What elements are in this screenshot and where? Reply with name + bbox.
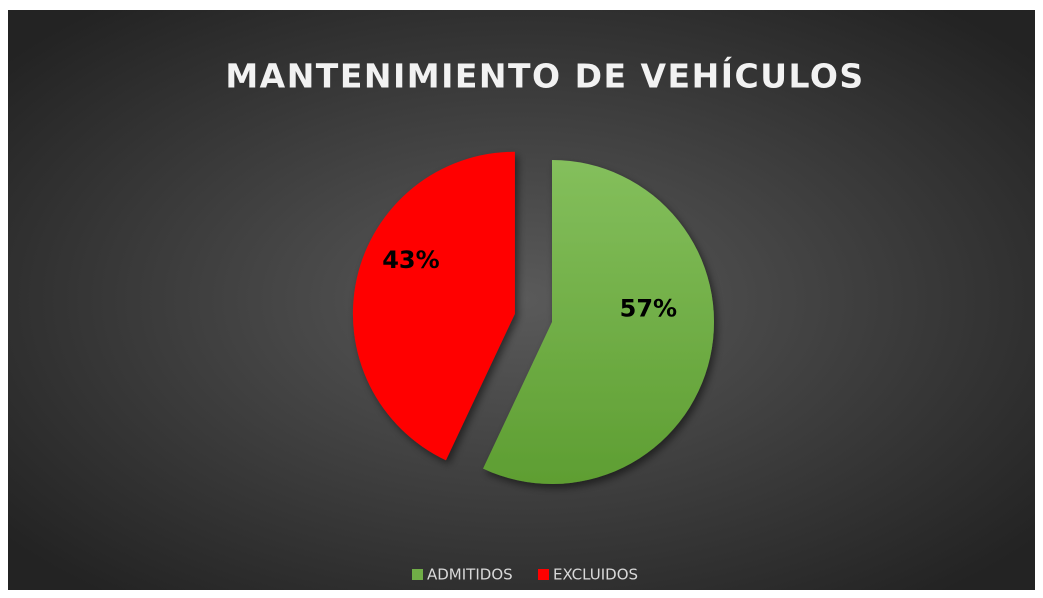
data-label: 43% [382,246,439,274]
pie-slice [352,151,515,461]
chart-background [8,10,1035,590]
legend-label: ADMITIDOS [427,566,513,584]
data-label: 57% [620,294,677,322]
legend-label: EXCLUIDOS [553,566,638,584]
chart-title: MANTENIMIENTO DE VEHÍCULOS [225,56,864,96]
pie-slice [483,160,714,484]
legend-swatch [412,569,423,580]
legend-swatch [538,569,549,580]
